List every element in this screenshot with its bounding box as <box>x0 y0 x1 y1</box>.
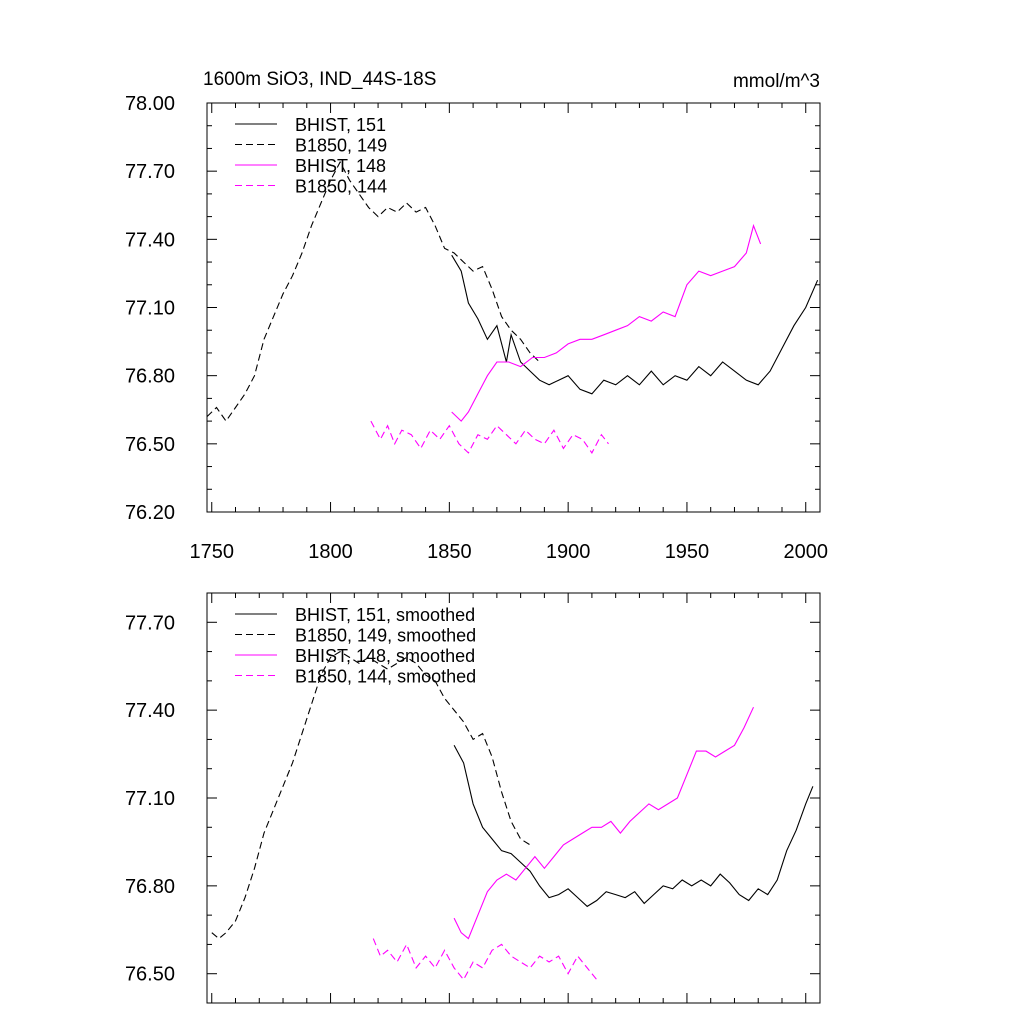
x-tick-label: 2000 <box>783 541 828 563</box>
legend-label: B1850, 149, smoothed <box>295 626 476 646</box>
y-tick-label: 77.10 <box>125 788 175 810</box>
x-tick-label: 1800 <box>308 541 353 563</box>
series-line-0 <box>451 254 819 395</box>
y-tick-label: 77.70 <box>125 161 175 183</box>
x-tick-label: 1850 <box>427 541 472 563</box>
series-line-0 <box>453 745 814 908</box>
legend-label: B1850, 144 <box>295 177 387 197</box>
y-tick-label: 76.20 <box>125 502 175 524</box>
y-tick-label: 76.50 <box>125 964 175 986</box>
y-tick-label: 77.70 <box>125 612 175 634</box>
units-label: mmol/m^3 <box>733 71 820 92</box>
legend-label: BHIST, 151, smoothed <box>295 605 475 625</box>
legend-label: B1850, 144, smoothed <box>295 667 476 687</box>
legend-label: BHIST, 148, smoothed <box>295 646 475 666</box>
series-line-1 <box>206 160 540 423</box>
panel-raw: 1750 1800 1850 1900 1950 2000 76.20 76.50 76.80 7… <box>125 93 828 563</box>
y-tick-label: 76.80 <box>125 876 175 898</box>
y-tick-label: 77.40 <box>125 700 175 722</box>
y-tick-label: 76.80 <box>125 366 175 388</box>
x-tick-label: 1750 <box>190 541 235 563</box>
x-tick-label: 1950 <box>665 541 710 563</box>
series-line-2 <box>453 706 754 940</box>
legend-label: B1850, 149 <box>295 136 387 156</box>
series-line-3 <box>370 420 609 454</box>
x-tick-label: 1900 <box>546 541 591 563</box>
y-tick-label: 78.00 <box>125 93 175 115</box>
series-line-2 <box>451 223 762 422</box>
chart-title: 1600m SiO3, IND_44S-18S <box>203 69 436 90</box>
legend-label: BHIST, 151 <box>295 115 386 135</box>
y-tick-label: 77.40 <box>125 229 175 251</box>
y-tick-label: 77.10 <box>125 298 175 320</box>
panel-smoothed: 76.50 76.80 77.10 77.40 77.70 BHIST, 151, smo… <box>125 592 821 1004</box>
series-line-3 <box>372 938 598 981</box>
series-line-1 <box>211 650 531 940</box>
legend-label: BHIST, 148 <box>295 156 386 176</box>
y-tick-label: 76.50 <box>125 434 175 456</box>
